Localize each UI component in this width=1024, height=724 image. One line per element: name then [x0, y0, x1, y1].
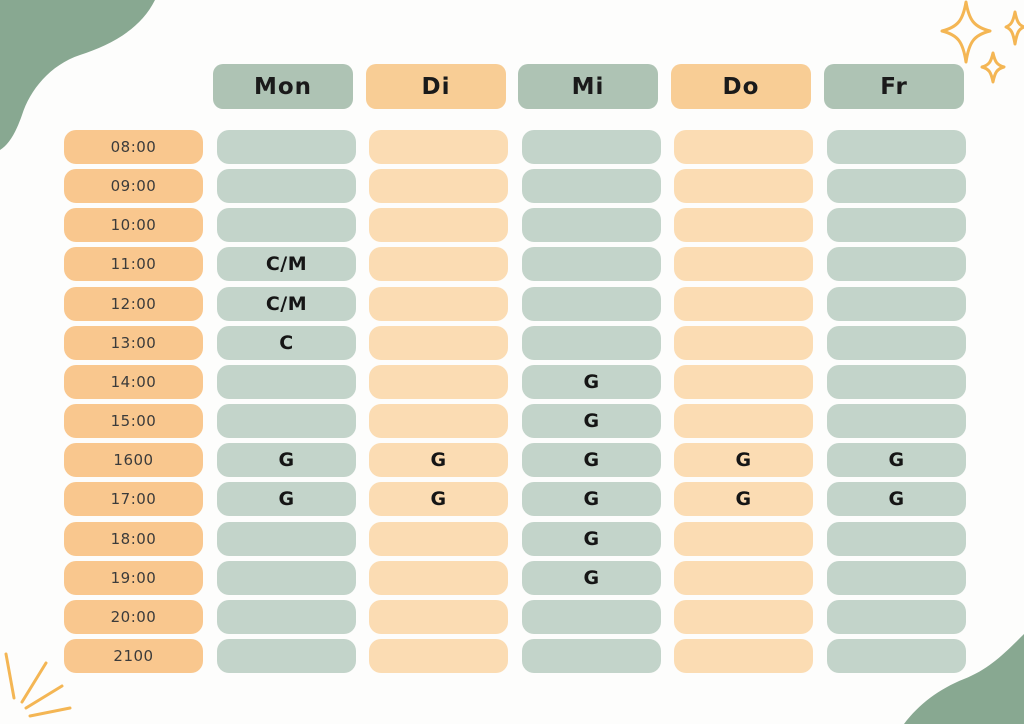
day-header-mon: Mon: [213, 64, 353, 109]
sun-rays-icon: [4, 652, 72, 718]
schedule-cell-mon[interactable]: C/M: [217, 247, 356, 281]
schedule-cell-fr[interactable]: [827, 404, 966, 438]
schedule-cell-fr[interactable]: G: [827, 443, 966, 477]
schedule-cell-mon[interactable]: [217, 365, 356, 399]
decorative-blob-top-left: [0, 0, 155, 150]
day-header-di: Di: [366, 64, 506, 109]
decorative-blob-bottom-right: [904, 634, 1024, 724]
time-slot-label: 18:00: [64, 522, 203, 556]
schedule-cell-mon[interactable]: [217, 169, 356, 203]
schedule-cell-mi[interactable]: G: [522, 404, 661, 438]
schedule-cell-do[interactable]: [674, 326, 813, 360]
schedule-cell-di[interactable]: [369, 365, 508, 399]
schedule-cell-di[interactable]: [369, 600, 508, 634]
schedule-cell-fr[interactable]: [827, 247, 966, 281]
schedule-cell-di[interactable]: [369, 169, 508, 203]
day-header-fr: Fr: [824, 64, 964, 109]
schedule-cell-mon[interactable]: G: [217, 482, 356, 516]
schedule-cell-do[interactable]: [674, 600, 813, 634]
schedule-cell-mi[interactable]: G: [522, 561, 661, 595]
time-slot-label: 10:00: [64, 208, 203, 242]
time-slot-label: 19:00: [64, 561, 203, 595]
schedule-cell-mon[interactable]: [217, 561, 356, 595]
sparkle-icon: [940, 0, 1024, 84]
schedule-cell-fr[interactable]: [827, 287, 966, 321]
time-slot-label: 1600: [64, 443, 203, 477]
schedule-cell-mi[interactable]: G: [522, 522, 661, 556]
schedule-cell-di[interactable]: [369, 208, 508, 242]
schedule-cell-fr[interactable]: [827, 208, 966, 242]
schedule-cell-di[interactable]: G: [369, 443, 508, 477]
schedule-cell-do[interactable]: G: [674, 482, 813, 516]
schedule-cell-mi[interactable]: G: [522, 482, 661, 516]
time-slot-label: 12:00: [64, 287, 203, 321]
schedule-cell-do[interactable]: [674, 247, 813, 281]
day-header-mi: Mi: [518, 64, 658, 109]
schedule-cell-fr[interactable]: [827, 561, 966, 595]
schedule-cell-mi[interactable]: [522, 208, 661, 242]
time-slot-label: 2100: [64, 639, 203, 673]
time-slot-label: 09:00: [64, 169, 203, 203]
time-slot-label: 17:00: [64, 482, 203, 516]
schedule-cell-di[interactable]: G: [369, 482, 508, 516]
schedule-cell-mon[interactable]: [217, 130, 356, 164]
schedule-cell-do[interactable]: G: [674, 443, 813, 477]
schedule-cell-mi[interactable]: [522, 326, 661, 360]
schedule-cell-di[interactable]: [369, 287, 508, 321]
schedule-cell-di[interactable]: [369, 130, 508, 164]
schedule-cell-do[interactable]: [674, 639, 813, 673]
schedule-cell-mon[interactable]: [217, 600, 356, 634]
schedule-cell-mi[interactable]: [522, 639, 661, 673]
time-slot-label: 11:00: [64, 247, 203, 281]
schedule-cell-do[interactable]: [674, 561, 813, 595]
schedule-cell-mon[interactable]: [217, 639, 356, 673]
schedule-cell-mon[interactable]: [217, 404, 356, 438]
schedule-cell-mi[interactable]: [522, 600, 661, 634]
schedule-cell-mon[interactable]: [217, 208, 356, 242]
day-header-do: Do: [671, 64, 811, 109]
schedule-cell-mon[interactable]: [217, 522, 356, 556]
schedule-cell-fr[interactable]: [827, 169, 966, 203]
schedule-cell-fr[interactable]: [827, 600, 966, 634]
schedule-cell-di[interactable]: [369, 639, 508, 673]
time-slot-label: 08:00: [64, 130, 203, 164]
schedule-cell-fr[interactable]: G: [827, 482, 966, 516]
schedule-cell-di[interactable]: [369, 522, 508, 556]
schedule-cell-mon[interactable]: C/M: [217, 287, 356, 321]
time-slot-label: 15:00: [64, 404, 203, 438]
schedule-cell-fr[interactable]: [827, 130, 966, 164]
schedule-cell-do[interactable]: [674, 365, 813, 399]
schedule-cell-do[interactable]: [674, 169, 813, 203]
schedule-cell-fr[interactable]: [827, 522, 966, 556]
schedule-cell-di[interactable]: [369, 247, 508, 281]
schedule-cell-di[interactable]: [369, 404, 508, 438]
schedule-cell-fr[interactable]: [827, 326, 966, 360]
schedule-cell-mi[interactable]: [522, 287, 661, 321]
schedule-cell-do[interactable]: [674, 208, 813, 242]
schedule-cell-mi[interactable]: [522, 169, 661, 203]
schedule-cell-fr[interactable]: [827, 365, 966, 399]
schedule-cell-mon[interactable]: G: [217, 443, 356, 477]
schedule-cell-do[interactable]: [674, 404, 813, 438]
time-slot-label: 20:00: [64, 600, 203, 634]
schedule-cell-fr[interactable]: [827, 639, 966, 673]
schedule-cell-di[interactable]: [369, 326, 508, 360]
time-slot-label: 14:00: [64, 365, 203, 399]
schedule-cell-mi[interactable]: [522, 247, 661, 281]
schedule-cell-do[interactable]: [674, 130, 813, 164]
schedule-cell-mi[interactable]: [522, 130, 661, 164]
schedule-cell-mi[interactable]: G: [522, 443, 661, 477]
schedule-cell-mi[interactable]: G: [522, 365, 661, 399]
time-slot-label: 13:00: [64, 326, 203, 360]
schedule-cell-di[interactable]: [369, 561, 508, 595]
schedule-cell-mon[interactable]: C: [217, 326, 356, 360]
schedule-cell-do[interactable]: [674, 287, 813, 321]
schedule-cell-do[interactable]: [674, 522, 813, 556]
